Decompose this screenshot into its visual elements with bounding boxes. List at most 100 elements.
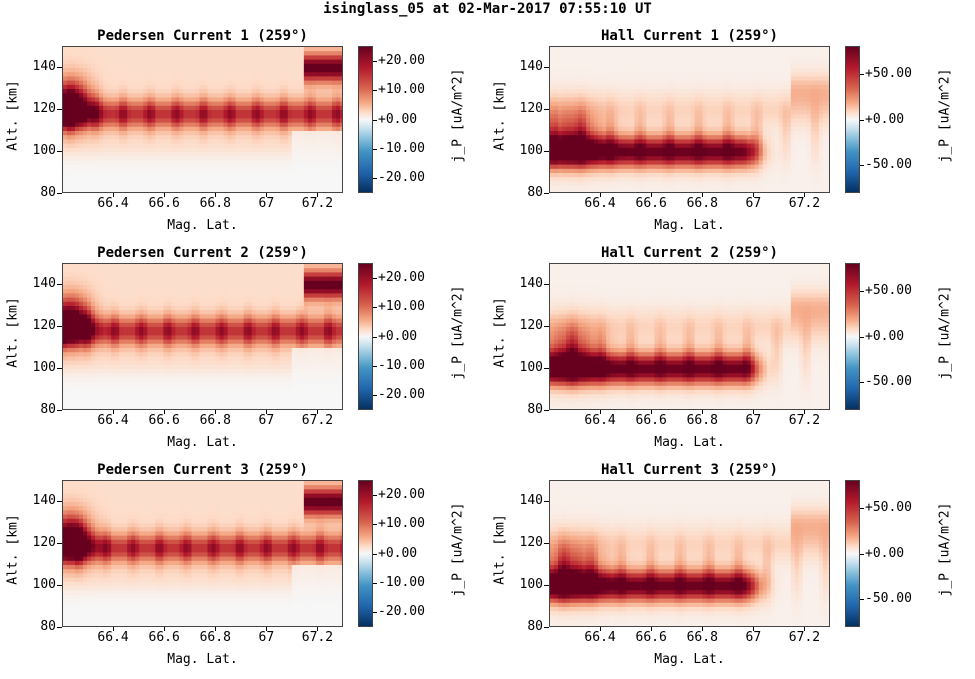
heatmap-cell bbox=[594, 72, 599, 77]
heatmap-cell bbox=[618, 89, 623, 94]
heatmap-cell bbox=[328, 173, 333, 178]
heatmap-cell bbox=[111, 181, 116, 186]
heatmap-cell bbox=[638, 123, 643, 128]
colorbar bbox=[358, 46, 373, 193]
heatmap-cell bbox=[682, 51, 687, 56]
heatmap-cell bbox=[300, 51, 305, 56]
heatmap-cell bbox=[139, 181, 144, 186]
heatmap-cell bbox=[578, 165, 583, 170]
heatmap-cell bbox=[183, 152, 188, 157]
heatmap-cell bbox=[264, 93, 269, 98]
heatmap-cell bbox=[288, 60, 293, 65]
heatmap-cell bbox=[212, 64, 217, 69]
heatmap-cell bbox=[272, 152, 277, 157]
heatmap-cell bbox=[312, 51, 317, 56]
heatmap-cell bbox=[739, 68, 744, 73]
heatmap-cell bbox=[606, 127, 611, 132]
heatmap-cell bbox=[127, 131, 132, 136]
heatmap-cell bbox=[240, 186, 245, 191]
heatmap-cell bbox=[191, 68, 196, 73]
heatmap-cell bbox=[566, 68, 571, 73]
heatmap-cell bbox=[566, 181, 571, 186]
heatmap-cell bbox=[212, 76, 217, 81]
heatmap-cell bbox=[276, 97, 281, 102]
heatmap-cell bbox=[779, 97, 784, 102]
heatmap-cell bbox=[630, 60, 635, 65]
heatmap-cell bbox=[123, 60, 128, 65]
heatmap-cell bbox=[795, 148, 800, 153]
heatmap-cell bbox=[614, 47, 619, 52]
heatmap-cell bbox=[123, 106, 128, 111]
heatmap-cell bbox=[304, 47, 309, 52]
heatmap-cell bbox=[614, 131, 619, 136]
heatmap-cell bbox=[783, 131, 788, 136]
heatmap-cell bbox=[67, 47, 72, 52]
heatmap-cell bbox=[662, 144, 667, 149]
heatmap-cell bbox=[332, 97, 337, 102]
heatmap-cell bbox=[151, 93, 156, 98]
heatmap-cell bbox=[340, 169, 343, 174]
heatmap-cell bbox=[711, 85, 716, 90]
heatmap-cell bbox=[336, 131, 341, 136]
heatmap-cell bbox=[626, 110, 631, 115]
heatmap-cell bbox=[775, 144, 780, 149]
heatmap-cell bbox=[562, 51, 567, 56]
heatmap-cell bbox=[799, 123, 804, 128]
heatmap-cell bbox=[179, 173, 184, 178]
heatmap-cell bbox=[767, 89, 772, 94]
heatmap-cell bbox=[815, 135, 820, 140]
heatmap-cell bbox=[272, 123, 277, 128]
heatmap-cell bbox=[622, 55, 627, 60]
heatmap-cell bbox=[147, 76, 152, 81]
heatmap-cell bbox=[324, 89, 329, 94]
heatmap-cell bbox=[292, 165, 297, 170]
heatmap-cell bbox=[260, 110, 265, 115]
heatmap-cell bbox=[634, 64, 639, 69]
heatmap-cell bbox=[171, 76, 176, 81]
heatmap-cell bbox=[735, 81, 740, 86]
heatmap-cell bbox=[248, 144, 253, 149]
heatmap-cell bbox=[550, 76, 555, 81]
heatmap-cell bbox=[554, 173, 559, 178]
heatmap-cell bbox=[248, 177, 253, 182]
heatmap-cell bbox=[127, 118, 132, 123]
heatmap-cell bbox=[324, 177, 329, 182]
heatmap-cell bbox=[642, 118, 647, 123]
heatmap-cell bbox=[304, 85, 309, 90]
heatmap-cell bbox=[83, 131, 88, 136]
heatmap-cell bbox=[256, 173, 261, 178]
heatmap-cell bbox=[95, 114, 100, 119]
heatmap-cell bbox=[751, 165, 756, 170]
heatmap-cell bbox=[622, 76, 627, 81]
heatmap-cell bbox=[163, 173, 168, 178]
heatmap-cell bbox=[163, 89, 168, 94]
heatmap-cell bbox=[662, 81, 667, 86]
heatmap-cell bbox=[111, 131, 116, 136]
heatmap-cell bbox=[662, 72, 667, 77]
heatmap-cell bbox=[312, 97, 317, 102]
heatmap-cell bbox=[699, 165, 704, 170]
heatmap-cell bbox=[240, 60, 245, 65]
heatmap-cell bbox=[590, 123, 595, 128]
heatmap-cell bbox=[642, 97, 647, 102]
heatmap-cell bbox=[199, 131, 204, 136]
heatmap-cell bbox=[67, 81, 72, 86]
heatmap-cell bbox=[127, 89, 132, 94]
heatmap-cell bbox=[682, 81, 687, 86]
heatmap-cell bbox=[763, 81, 768, 86]
heatmap-cell bbox=[807, 102, 812, 107]
heatmap-cell bbox=[618, 131, 623, 136]
heatmap-cell bbox=[666, 102, 671, 107]
heatmap-cell bbox=[811, 55, 816, 60]
heatmap-cell bbox=[212, 152, 217, 157]
heatmap-cell bbox=[240, 177, 245, 182]
heatmap-cell bbox=[823, 169, 828, 174]
heatmap-cell bbox=[107, 127, 112, 132]
heatmap-cell bbox=[711, 173, 716, 178]
heatmap-cell bbox=[127, 106, 132, 111]
heatmap-cell bbox=[707, 160, 712, 165]
heatmap-cell bbox=[179, 76, 184, 81]
heatmap-cell bbox=[566, 135, 571, 140]
heatmap-cell bbox=[646, 64, 651, 69]
heatmap-cell bbox=[755, 55, 760, 60]
